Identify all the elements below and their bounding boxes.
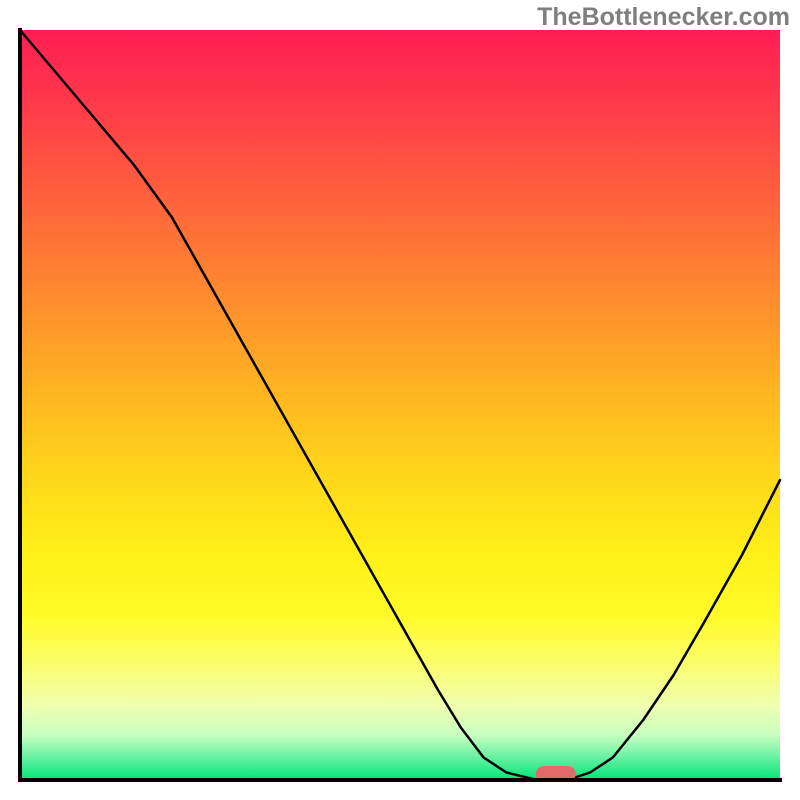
watermark-text: TheBottlenecker.com [537, 3, 790, 32]
bottleneck-chart [0, 0, 800, 800]
chart-container: TheBottlenecker.com [0, 0, 800, 800]
gradient-field [20, 30, 780, 780]
